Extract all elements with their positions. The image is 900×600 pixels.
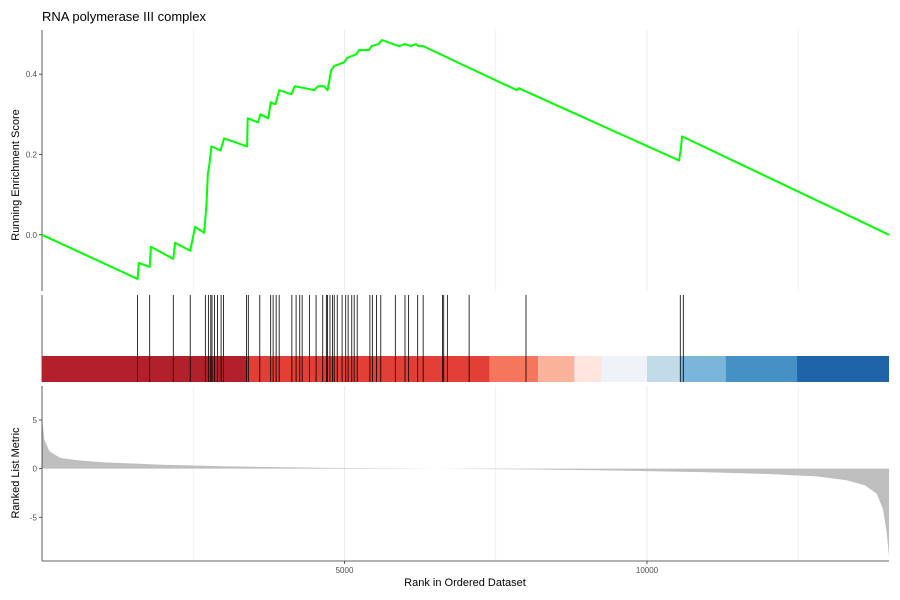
y-tick-label: -5 bbox=[30, 513, 38, 522]
y-tick-label: 0.2 bbox=[26, 150, 38, 159]
y-tick-label: 0.0 bbox=[26, 231, 38, 240]
rank-bar-segment bbox=[42, 356, 248, 382]
y-tick-label: 0.4 bbox=[26, 70, 38, 79]
running-score-axis-title: Running Enrichment Score bbox=[10, 109, 22, 240]
running-score-line bbox=[41, 39, 890, 280]
rank-bar-segment bbox=[797, 356, 889, 382]
x-axis-title: Rank in Ordered Dataset bbox=[404, 577, 526, 589]
y-tick-label: 0 bbox=[33, 465, 38, 474]
rank-bar-segment bbox=[538, 356, 575, 382]
ranked-metric-axis-title: Ranked List Metric bbox=[10, 427, 22, 519]
rank-bar-segment bbox=[601, 356, 647, 382]
ranked-metric-area bbox=[42, 418, 889, 557]
x-tick-label: 10000 bbox=[636, 566, 659, 575]
y-tick-label: 5 bbox=[33, 416, 38, 425]
rank-bar-segment bbox=[247, 356, 490, 382]
x-tick-label: 5000 bbox=[336, 566, 354, 575]
rank-bar-segment bbox=[489, 356, 539, 382]
rank-bar-segment bbox=[680, 356, 726, 382]
rank-bar-segment bbox=[725, 356, 798, 382]
rank-bar-segment bbox=[647, 356, 681, 382]
chart-title: RNA polymerase III complex bbox=[42, 9, 207, 24]
rank-bar-segment bbox=[574, 356, 602, 382]
